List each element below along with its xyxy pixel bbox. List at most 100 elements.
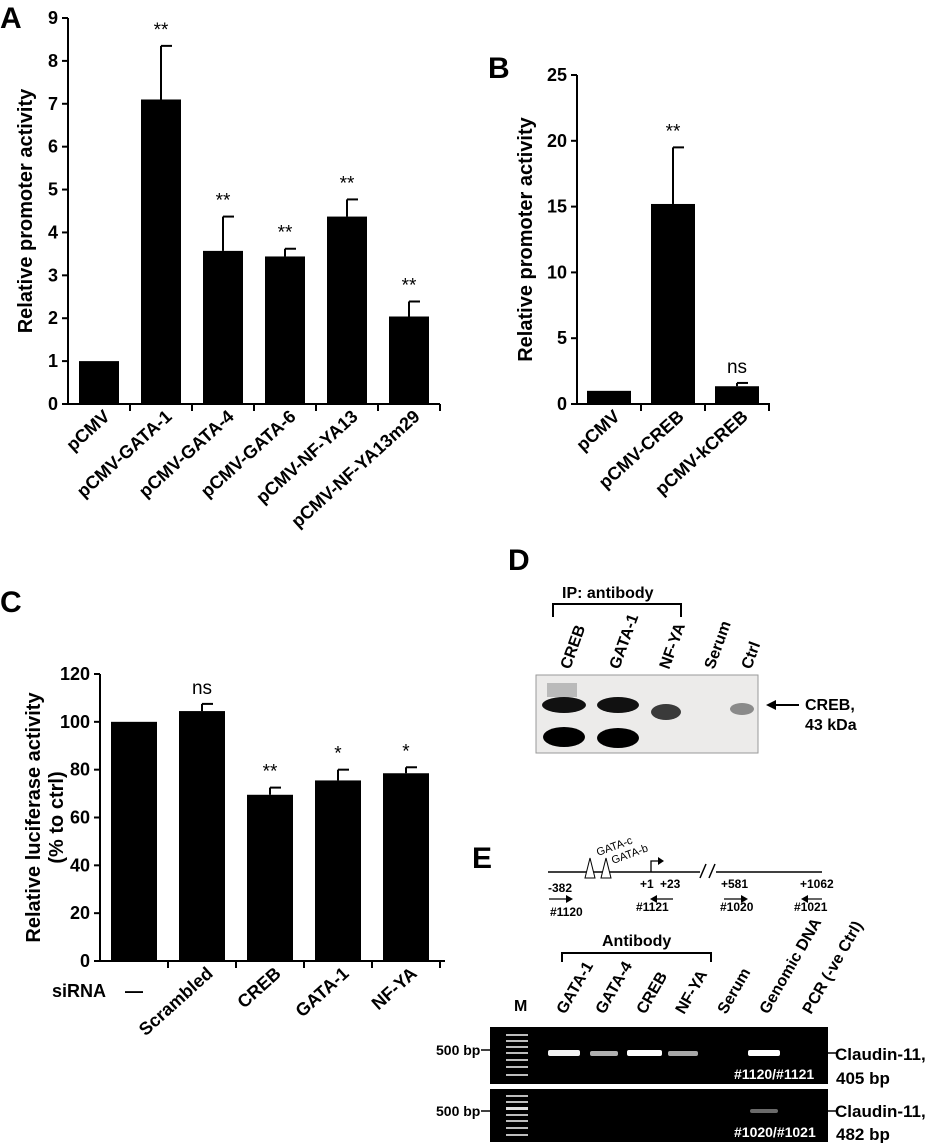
y-tick-label: 8 — [48, 51, 58, 71]
sirna-row-label: siRNA — [52, 981, 106, 1001]
primer-1021-arrow-head — [801, 895, 808, 903]
y-tick-label: 4 — [48, 222, 58, 242]
lane-nfya: NF-YA — [673, 967, 712, 1017]
y-tick-label: 0 — [80, 951, 90, 971]
marker-ladder-1 — [506, 1034, 528, 1076]
y-tick-label: 0 — [557, 394, 567, 414]
band-gata1-43kda — [597, 697, 639, 713]
y-tick-label: 100 — [60, 712, 90, 732]
primer-1121-arrow-head — [650, 895, 657, 903]
y-axis-title: Relative promoter activity — [15, 88, 37, 333]
x-tick-label: pCMV — [62, 406, 113, 455]
bar — [651, 203, 695, 404]
gata-c-site-icon — [584, 857, 596, 879]
pcr-band-gata1 — [548, 1050, 580, 1056]
y-tick-label: 80 — [70, 760, 90, 780]
significance-label: ns — [192, 678, 212, 699]
chart-c: 0 20 40 60 80 100 120 Relative luciferase activ… — [23, 664, 445, 1040]
lane-label-serum: Serum — [702, 619, 735, 672]
bar — [111, 721, 157, 961]
lane-serum: Serum — [715, 965, 755, 1017]
product-2-name: Claudin-11, — [835, 1102, 926, 1121]
pos-1062: +1062 — [800, 877, 834, 891]
bar — [383, 773, 429, 961]
pcr-band-genomic-2 — [750, 1109, 778, 1113]
y-tick-label: 6 — [48, 137, 58, 157]
pcr-band-creb — [627, 1050, 662, 1056]
y-tick-label: 3 — [48, 265, 58, 285]
panel-label-d: D — [508, 544, 530, 577]
y-tick-label: 15 — [547, 197, 567, 217]
bar — [141, 99, 181, 404]
x-tick-label: GATA-1 — [291, 963, 352, 1021]
primer-1120-label: #1120 — [550, 905, 583, 919]
ip-bracket — [552, 603, 682, 617]
y-tick-label: 9 — [48, 8, 58, 28]
lane-creb: CREB — [634, 969, 671, 1017]
product-1-name: Claudin-11, — [835, 1045, 926, 1064]
y-tick-label: 20 — [70, 903, 90, 923]
y-tick-label: 0 — [48, 394, 58, 414]
marker-lane-label: M — [514, 998, 527, 1015]
y-tick-label: 25 — [547, 65, 567, 85]
gel-2 — [490, 1089, 828, 1142]
lane-label-gata1: GATA-1 — [607, 612, 643, 672]
primer-1121-label: #1121 — [636, 900, 669, 914]
significance-label: ** — [402, 275, 417, 296]
y-tick-label: 5 — [557, 328, 567, 348]
ip-antibody-label: IP: antibody — [562, 585, 654, 602]
x-tick-label: — — [125, 981, 143, 1001]
tss-arrow-head — [658, 857, 664, 865]
gel-2-primer-label: #1020/#1021 — [734, 1124, 816, 1140]
gel-1-primer-label: #1120/#1121 — [734, 1066, 814, 1082]
significance-label: ** — [666, 121, 681, 142]
bar — [389, 316, 429, 404]
significance-label: * — [334, 744, 342, 765]
panel-e-schematic: GATA-c GATA-b -382 +1 +23 +581 +1062 #11… — [548, 835, 834, 919]
y-axis-title-2: (% to ctrl) — [46, 771, 68, 863]
chart-a: 0 1 2 3 4 5 6 7 8 9 Relative promoter activity pCMV… — [15, 8, 441, 532]
y-tick-label: 1 — [48, 351, 58, 371]
pcr-band-nfya — [668, 1051, 698, 1056]
significance-label: ** — [216, 191, 231, 212]
bar — [203, 250, 243, 404]
band-creb-43kda — [542, 697, 586, 713]
y-axis-title: Relative promoter activity — [515, 116, 537, 361]
pos-382: -382 — [548, 881, 572, 895]
primer-1120-arrow-head — [566, 895, 573, 903]
pos-581: +581 — [721, 877, 748, 891]
x-tick-label: NF-YA — [368, 963, 421, 1014]
y-tick-label: 7 — [48, 94, 58, 114]
panel-label-c: C — [0, 586, 22, 619]
antibody-bracket — [561, 952, 712, 962]
chart-b: 0 5 10 15 20 25 Relative promoter activity pCMV… — [515, 65, 770, 499]
y-tick-label: 2 — [48, 308, 58, 328]
creb-band-size: 43 kDa — [805, 717, 857, 734]
product-1-size: 405 bp — [836, 1069, 890, 1088]
pos-1: +1 — [640, 877, 654, 891]
primer-1021-label: #1021 — [794, 900, 828, 914]
y-tick-label: 120 — [60, 664, 90, 684]
tss-arrow — [650, 860, 660, 872]
bar — [179, 711, 225, 961]
creb-arrow-head — [766, 700, 776, 710]
bar — [247, 794, 293, 961]
size-marker-2: 500 bp — [436, 1103, 480, 1119]
significance-label: ** — [263, 762, 278, 783]
bar — [327, 216, 367, 404]
x-tick-label: CREB — [233, 963, 284, 1012]
antibody-label: Antibody — [602, 933, 671, 950]
lane-gata4: GATA-4 — [593, 959, 636, 1017]
band-creb-smear — [547, 683, 577, 697]
bar — [79, 361, 119, 404]
x-tick-label: Scrambled — [135, 963, 217, 1039]
bar — [715, 386, 759, 404]
lane-label-creb: CREB — [558, 623, 589, 671]
break-mark-1 — [699, 863, 707, 879]
y-axis-title: Relative luciferase activity — [23, 692, 45, 943]
y-tick-label: 60 — [70, 808, 90, 828]
gata-b-site-icon — [600, 857, 612, 879]
x-tick-label: pCMV — [572, 406, 623, 455]
pos-23: +23 — [660, 877, 681, 891]
panel-label-a: A — [0, 2, 22, 35]
